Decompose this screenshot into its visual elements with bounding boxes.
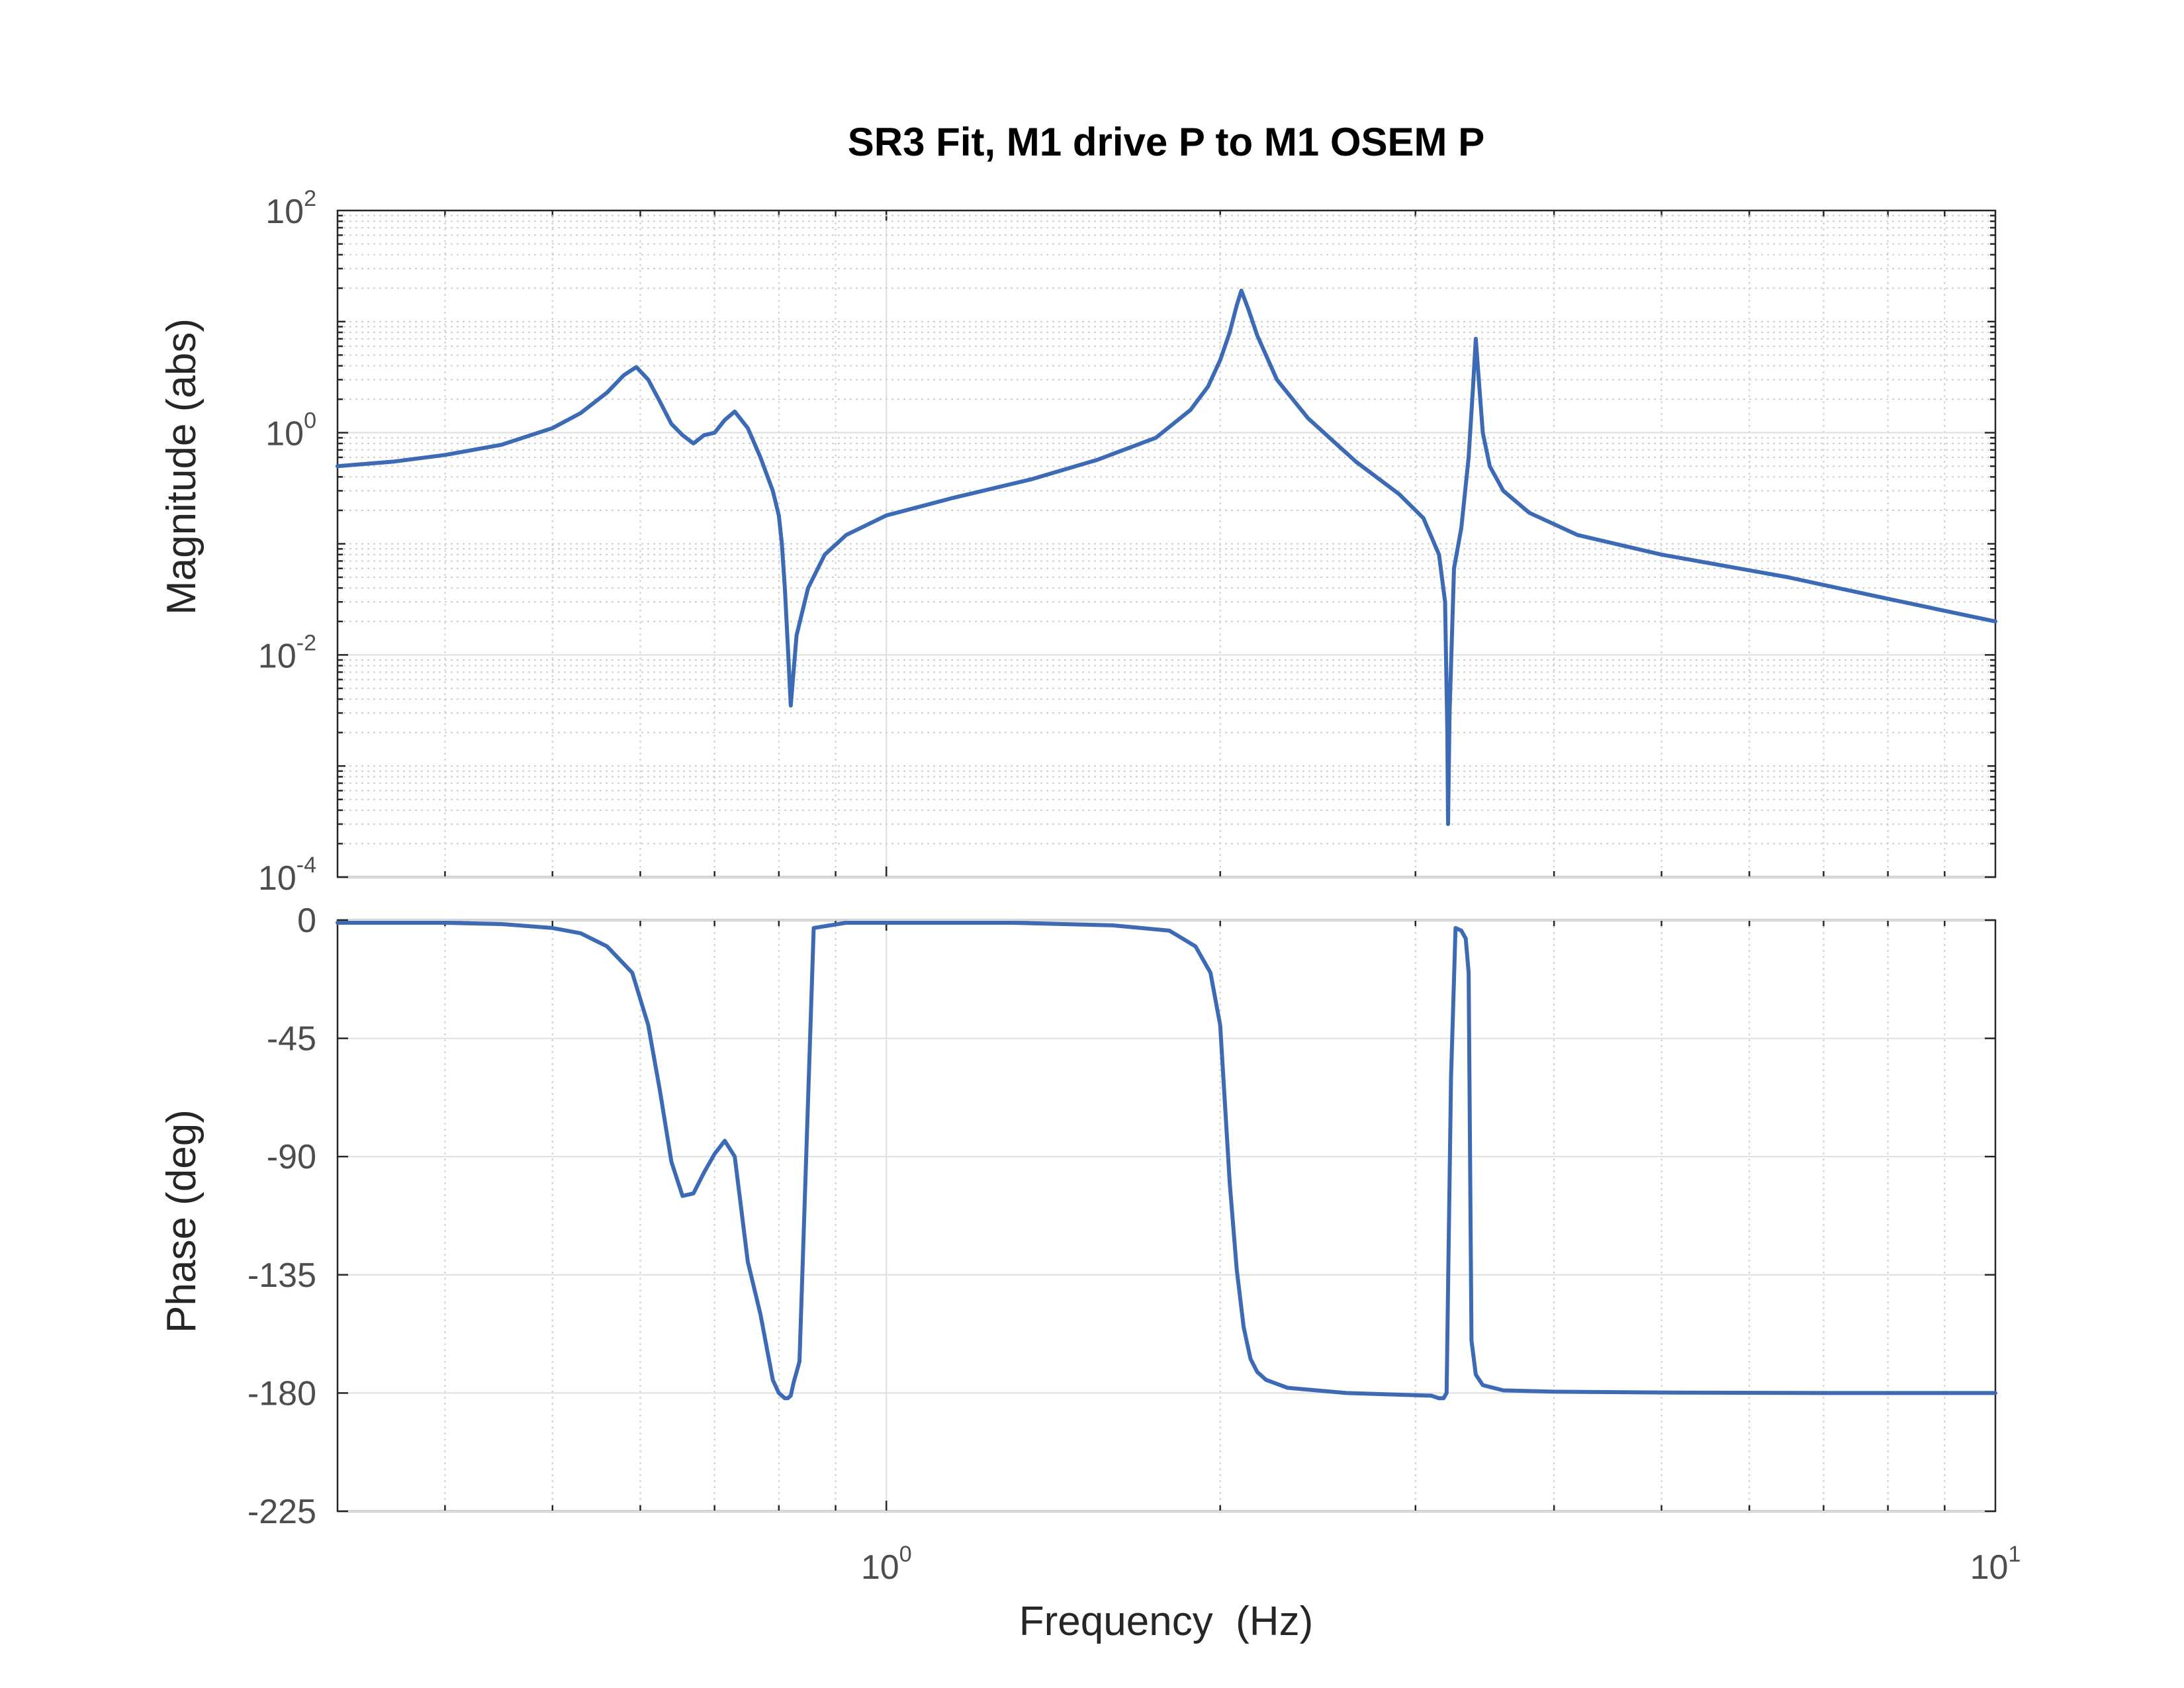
magnitude-series-line: [336, 289, 1997, 826]
phase-y-grid: 0 -45 -90 -135 -180 -225: [248, 902, 1995, 1531]
phase-x-grid: [444, 920, 1946, 1511]
magnitude-y-tick-label: 10-4: [258, 853, 316, 898]
frequency-x-tick-label: 101: [1970, 1542, 2021, 1587]
phase-axes: 0 -45 -90 -135 -180 -225 100 101: [248, 902, 2021, 1587]
frequency-x-axis-label: Frequency (Hz): [1019, 1599, 1313, 1644]
magnitude-y-tick-label: 102: [265, 186, 316, 231]
magnitude-y-tick-label: 100: [265, 408, 316, 453]
phase-y-tick-label: -90: [267, 1138, 316, 1176]
phase-y-tick-label: -45: [267, 1020, 316, 1058]
phase-series-line: [336, 921, 1997, 1401]
magnitude-y-grid: [338, 214, 1995, 878]
chart-title: SR3 Fit, M1 drive P to M1 OSEM P: [848, 120, 1484, 164]
phase-y-tick-label: -180: [248, 1374, 316, 1413]
phase-y-tick-label: 0: [297, 902, 316, 940]
phase-y-tick-label: -135: [248, 1256, 316, 1295]
magnitude-y-tick-label: 10-2: [258, 630, 316, 675]
magnitude-y-axis-label: Magnitude (abs): [159, 318, 205, 615]
phase-y-tick-label: -225: [248, 1493, 316, 1531]
phase-plot-area: [336, 919, 1997, 1513]
magnitude-axes: 102 100 10-2 10-4: [258, 186, 1997, 898]
phase-y-axis-label: Phase (deg): [159, 1109, 205, 1333]
frequency-x-tick-label: 100: [861, 1542, 912, 1587]
